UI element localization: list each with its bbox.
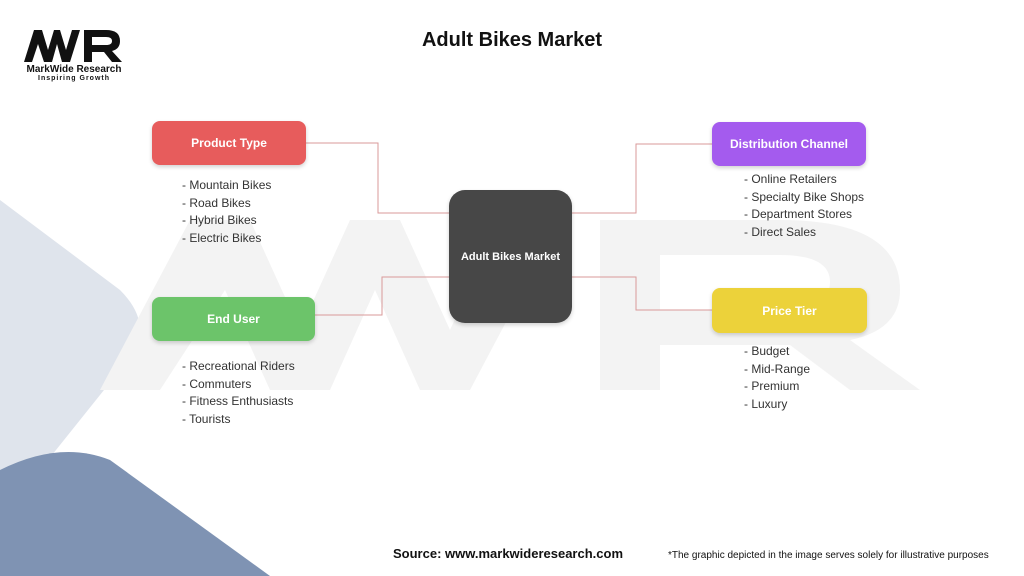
list-distribution-channel: - Online Retailers - Specialty Bike Shop… <box>744 171 864 241</box>
list-item: - Specialty Bike Shops <box>744 189 865 204</box>
connector-end-user <box>315 276 449 316</box>
list-item: - Hybrid Bikes <box>182 213 257 227</box>
connector-price-tier <box>572 276 712 311</box>
list-item: - Budget <box>744 344 790 358</box>
list-end-user: - Recreational Riders - Commuters - Fitn… <box>182 358 295 428</box>
center-node: Adult Bikes Market <box>449 190 572 323</box>
logo-name: MarkWide Research <box>26 64 122 75</box>
list-item: - Mountain Bikes <box>182 178 272 192</box>
connector-product-type <box>306 142 449 214</box>
watermark <box>100 220 920 390</box>
list-item: - Recreational Riders <box>182 359 295 373</box>
bg-shape-light <box>0 200 140 520</box>
connector-distribution <box>572 143 712 214</box>
node-end-user: End User <box>152 297 315 341</box>
list-item: - Direct Sales <box>744 224 817 239</box>
logo-mark <box>24 30 122 62</box>
list-item: - Mid-Range <box>744 361 811 376</box>
logo-tagline: Inspiring Growth <box>38 75 110 82</box>
logo: MarkWide Research Inspiring Growth <box>22 26 126 82</box>
node-price-tier: Price Tier <box>712 288 867 333</box>
source-text: Source: www.markwideresearch.com <box>393 546 624 561</box>
list-item: - Department Stores <box>744 207 853 221</box>
page-title: Adult Bikes Market <box>421 29 603 51</box>
list-item: - Tourists <box>182 411 231 426</box>
list-product-type: - Mountain Bikes - Road Bikes - Hybrid B… <box>182 177 271 247</box>
list-item: - Electric Bikes <box>182 230 262 245</box>
node-distribution-channel: Distribution Channel <box>712 122 866 166</box>
list-item: - Fitness Enthusiasts <box>182 394 294 408</box>
list-price-tier: - Budget - Mid-Range - Premium - Luxury <box>744 343 810 413</box>
list-item: - Road Bikes <box>182 195 251 210</box>
list-item: - Premium <box>744 379 800 393</box>
node-product-type: Product Type <box>152 121 306 165</box>
list-item: - Commuters <box>182 376 252 391</box>
bg-shape-dark <box>0 452 270 576</box>
list-item: - Online Retailers <box>744 172 837 186</box>
connectors <box>306 142 712 316</box>
disclaimer-text: *The graphic depicted in the image serve… <box>668 550 989 561</box>
list-item: - Luxury <box>744 396 788 411</box>
